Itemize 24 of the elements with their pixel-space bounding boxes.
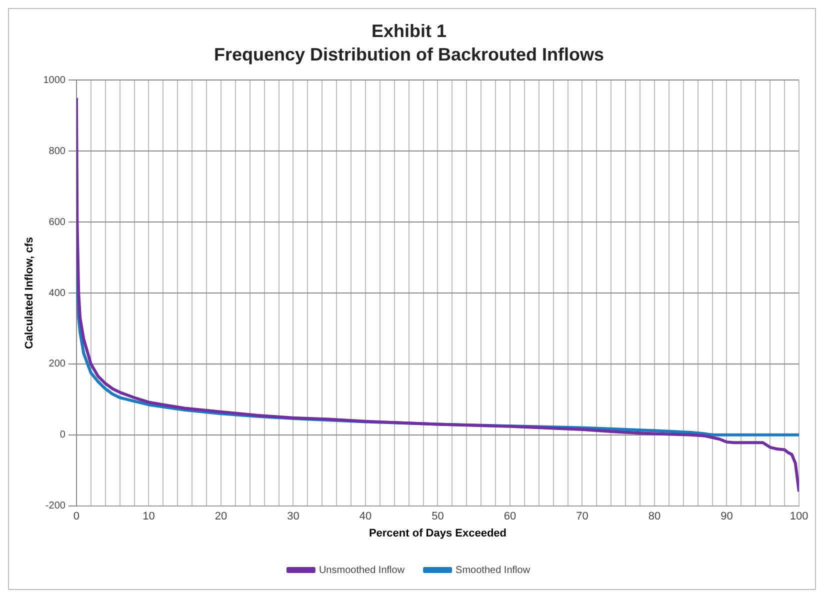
y-tick-label: 0 xyxy=(60,430,66,441)
x-tick-label: 90 xyxy=(720,510,733,522)
y-axis-title: Calculated Inflow, cfs xyxy=(24,236,36,350)
chart-title: Exhibit 1 xyxy=(371,20,447,41)
x-axis-title: Percent of Days Exceeded xyxy=(368,527,507,540)
y-tick-label: -200 xyxy=(45,500,66,512)
y-tick-label: 400 xyxy=(48,288,66,299)
x-tick-label: 10 xyxy=(142,510,155,522)
x-tick-label: 60 xyxy=(504,510,516,522)
x-tick-label: 100 xyxy=(790,510,808,522)
x-tick-label: 40 xyxy=(359,510,372,522)
x-tick-label: 0 xyxy=(73,510,80,522)
y-tick-label: 1000 xyxy=(43,74,66,86)
chart-subtitle: Frequency Distribution of Backrouted Inflows xyxy=(214,44,604,64)
y-tick-label: 200 xyxy=(48,358,66,370)
y-tick-label: 600 xyxy=(48,216,66,228)
x-tick-label: 80 xyxy=(648,510,661,522)
x-tick-label: 20 xyxy=(214,510,228,522)
legend-label: Unsmoothed Inflow xyxy=(318,564,406,576)
legend-label: Smoothed Inflow xyxy=(456,564,531,576)
x-tick-label: 50 xyxy=(432,510,444,522)
x-tick-label: 30 xyxy=(287,510,300,522)
y-tick-label: 800 xyxy=(48,146,66,157)
x-tick-label: 70 xyxy=(576,510,588,522)
